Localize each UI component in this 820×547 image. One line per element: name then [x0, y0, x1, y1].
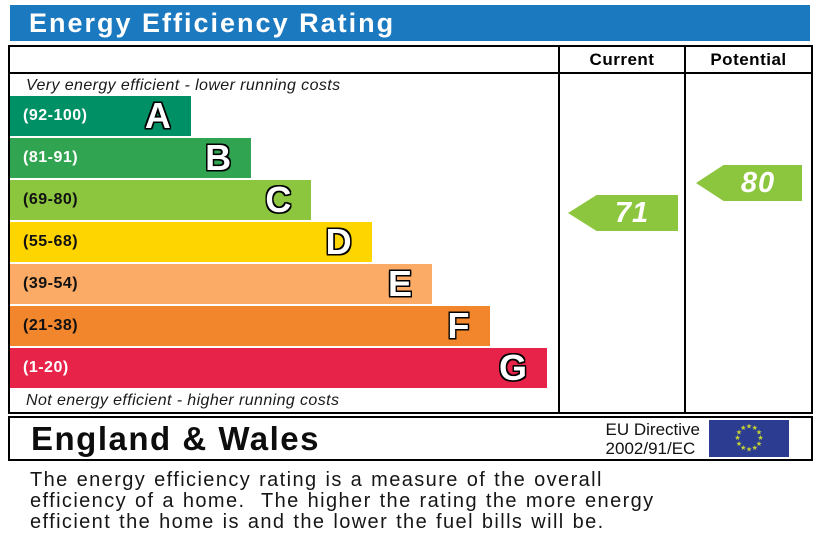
band-row-b: (81-91) B: [10, 137, 252, 178]
svg-text:★: ★: [752, 444, 758, 452]
bottom-note: Not energy efficient - higher running co…: [26, 392, 340, 409]
band-row-c: (69-80) C: [10, 179, 312, 220]
svg-text:★: ★: [757, 434, 763, 442]
potential-rating-column: 80: [684, 74, 811, 412]
svg-text:★: ★: [756, 428, 762, 436]
current-rating-value: 71: [614, 196, 650, 229]
band-range-label: (1-20): [23, 359, 69, 376]
potential-rating-value: 80: [740, 166, 776, 199]
svg-text:★: ★: [752, 424, 758, 432]
caption-line: efficient the home is and the lower the …: [30, 511, 605, 533]
potential-column-header: Potential: [684, 47, 811, 72]
eu-flag-icon: ★ ★★★★★★★★★★★: [709, 420, 789, 457]
svg-text:★: ★: [746, 423, 752, 431]
band-row-f: (21-38) F: [10, 306, 490, 346]
svg-text:★: ★: [736, 428, 742, 436]
top-note: Very energy efficient - lower running co…: [26, 77, 341, 94]
caption-line: efficiency of a home. The higher the rat…: [30, 490, 655, 512]
band-row-d: (55-68) D: [10, 222, 372, 262]
band-range-label: (21-38): [23, 317, 79, 334]
band-letter: D: [325, 221, 352, 262]
table-body-row: Very energy efficient - lower running co…: [10, 74, 811, 412]
band-row-a: (92-100) A: [10, 96, 191, 136]
band-letter: B: [205, 137, 232, 178]
band-range-label: (81-91): [23, 149, 79, 166]
svg-text:★: ★: [736, 440, 742, 448]
band-row-e: (39-54) E: [10, 264, 432, 304]
svg-text:★: ★: [756, 440, 762, 448]
band-range-label: (92-100): [23, 107, 88, 124]
band-range-label: (69-80): [23, 191, 79, 208]
footer-box: England & Wales EU Directive 2002/91/EC …: [8, 416, 813, 461]
eu-directive-label: EU Directive 2002/91/EC: [606, 420, 700, 458]
current-column-header: Current: [558, 47, 684, 72]
header-spacer-cell: [10, 47, 558, 72]
band-letter: C: [265, 179, 292, 220]
caption-line: The energy efficiency rating is a measur…: [30, 469, 603, 491]
rating-table: Current Potential Very energy efficient …: [8, 45, 813, 414]
current-rating-column: 71: [558, 74, 684, 412]
current-rating-arrow: 71: [568, 195, 678, 231]
band-letter: E: [387, 263, 412, 304]
band-range-label: (55-68): [23, 233, 79, 250]
epc-rating-page: Energy Efficiency Rating Current Potenti…: [8, 5, 813, 533]
eu-directive-line1: EU Directive: [605, 419, 700, 439]
svg-text:★: ★: [734, 434, 740, 442]
region-label: England & Wales: [31, 419, 320, 457]
rating-bands-area: Very energy efficient - lower running co…: [10, 74, 558, 412]
table-header-row: Current Potential: [10, 47, 811, 74]
page-title: Energy Efficiency Rating: [10, 5, 810, 41]
bands-container: (92-100) A (81-91) B (69-80) C (55-68) D (39-54)…: [10, 96, 558, 388]
band-letter: A: [144, 95, 171, 136]
band-range-label: (39-54): [23, 275, 79, 292]
band-row-g: (1-20) G: [10, 347, 548, 388]
eu-directive-line2: 2002/91/EC: [605, 438, 696, 458]
eu-flag-stars: ★ ★★★★★★★★★★★: [734, 423, 763, 454]
svg-text:★: ★: [740, 444, 746, 452]
band-letter: F: [447, 305, 470, 346]
band-letter: G: [499, 347, 528, 388]
caption: The energy efficiency rating is a measur…: [30, 470, 813, 533]
svg-text:★: ★: [746, 446, 752, 454]
svg-text:★: ★: [740, 424, 746, 432]
potential-rating-arrow: 80: [696, 165, 802, 201]
